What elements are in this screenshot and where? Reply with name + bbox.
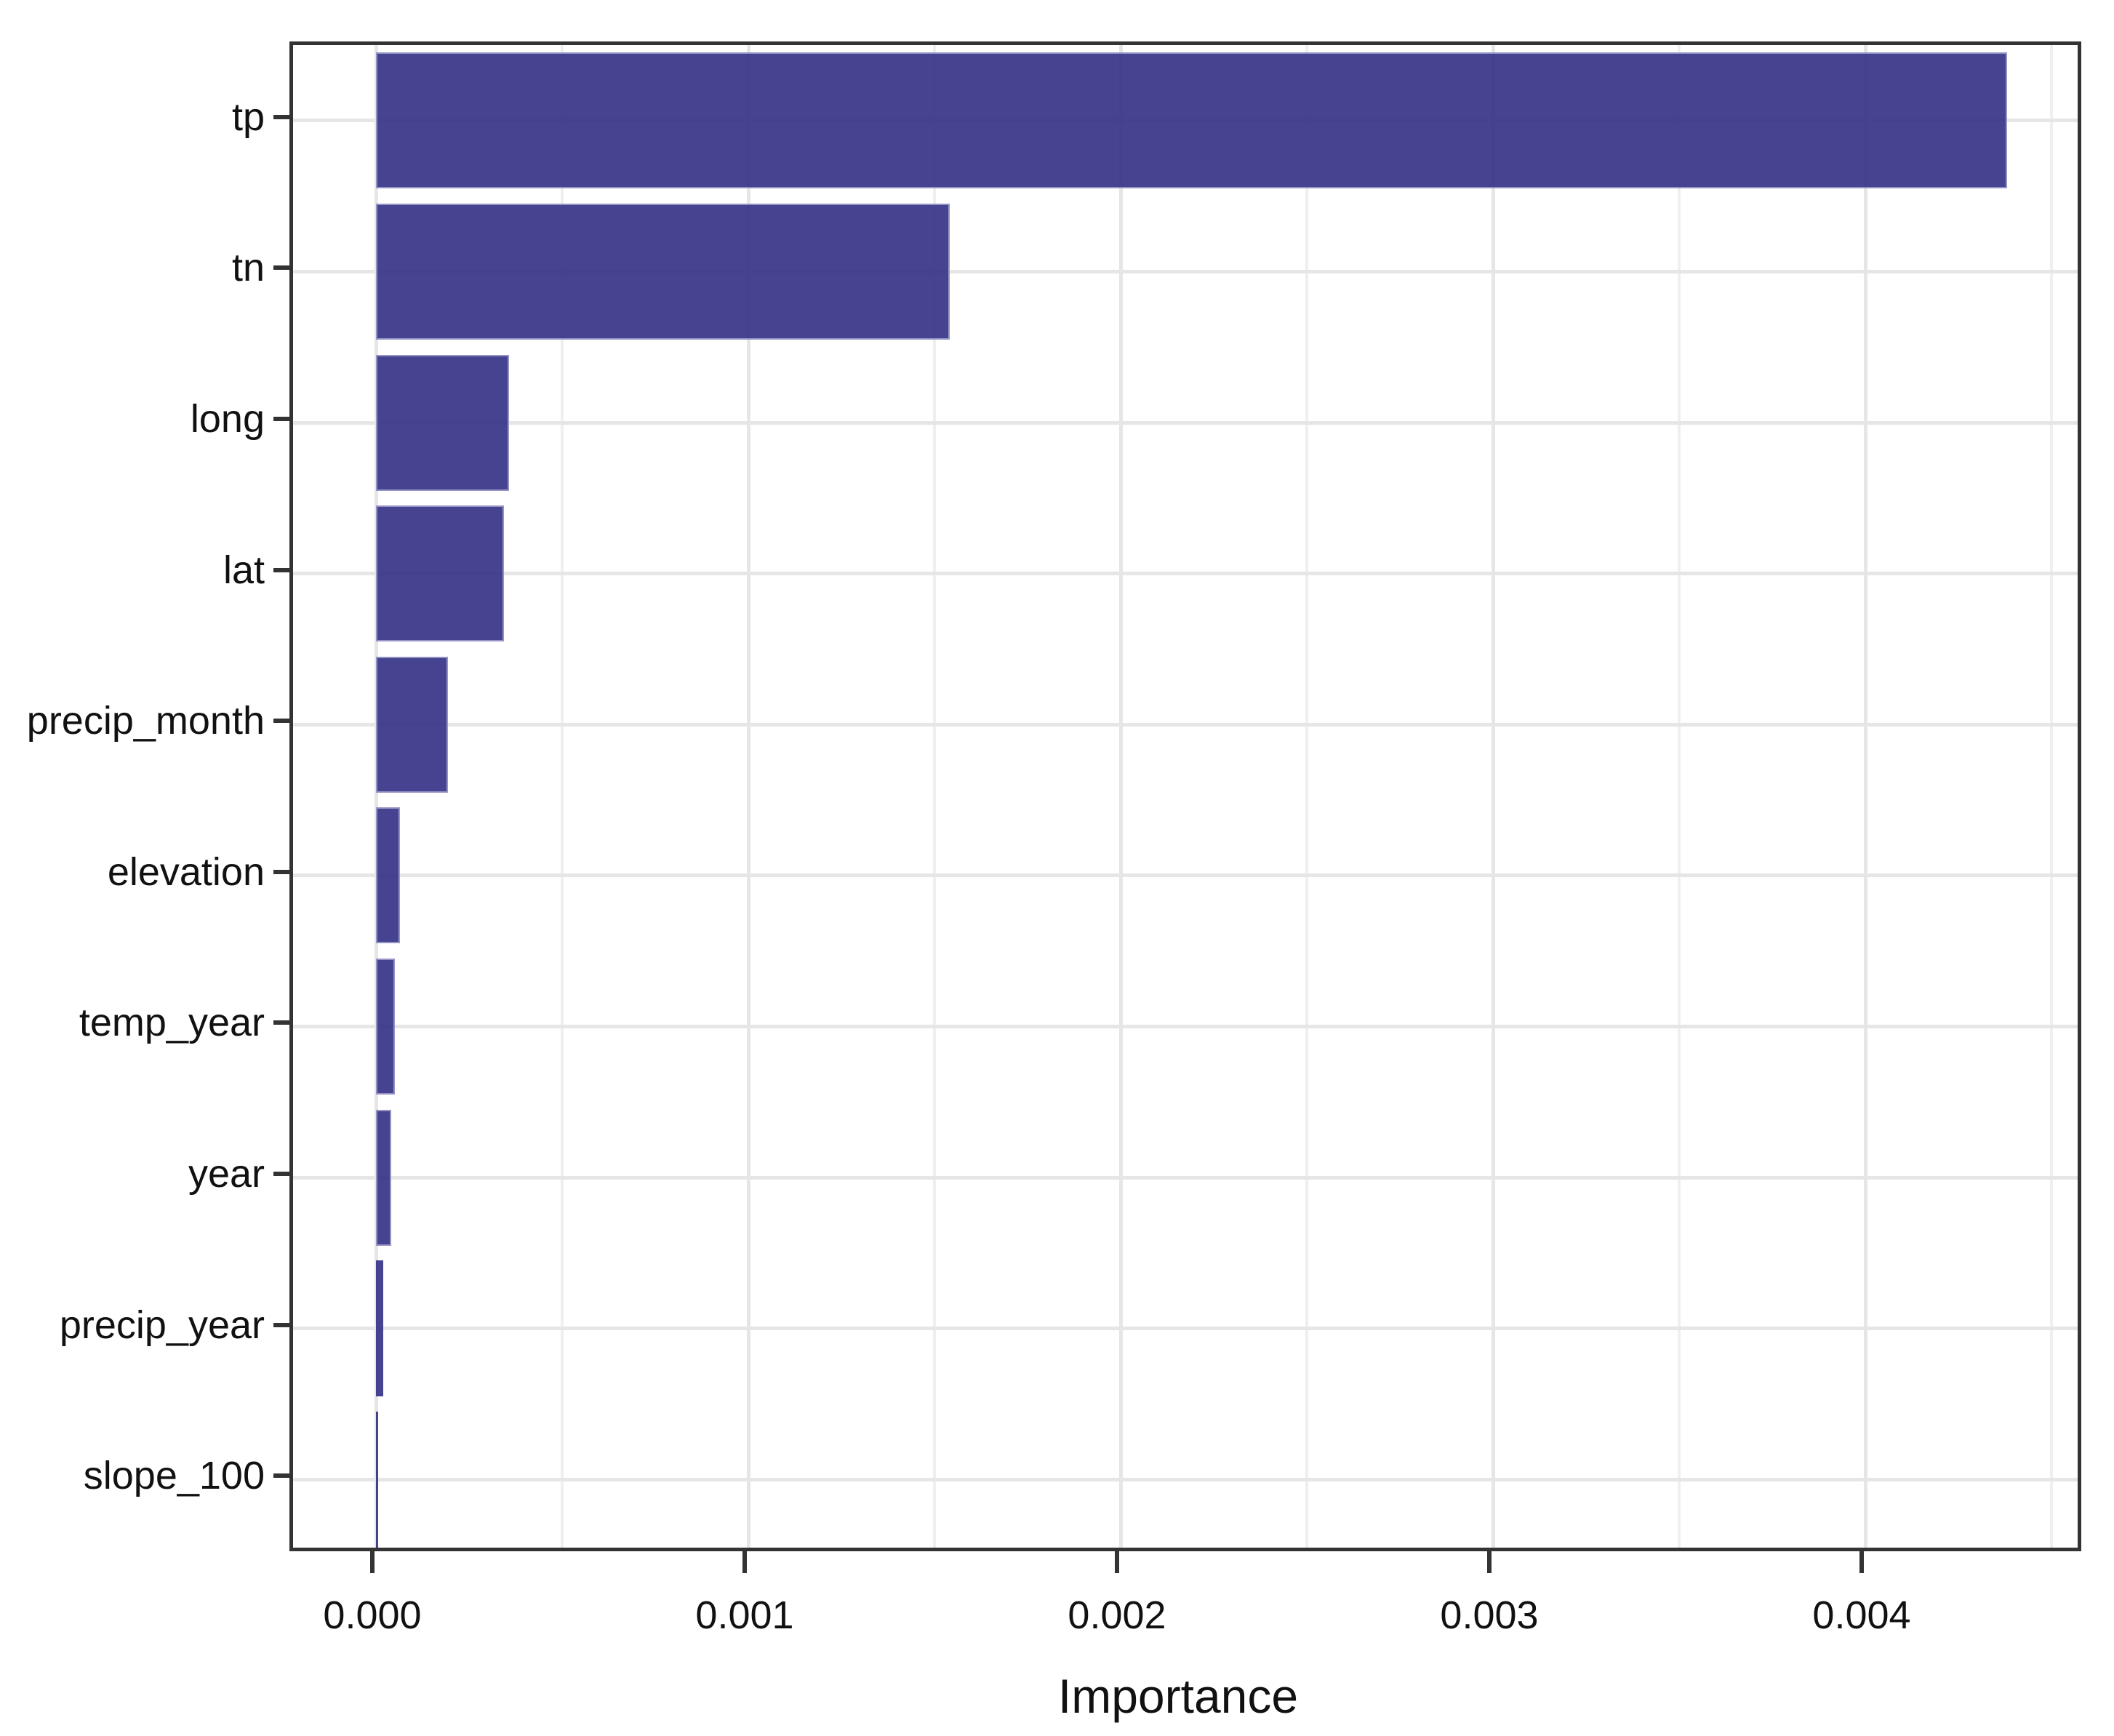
y-tick-mark bbox=[273, 869, 289, 874]
bar-precip_year bbox=[376, 1260, 384, 1397]
gridline-x-major bbox=[746, 45, 750, 1548]
gridline-y-major bbox=[293, 873, 2078, 878]
y-tick-mark bbox=[273, 1473, 289, 1479]
x-tick-mark bbox=[1115, 1551, 1119, 1573]
x-tick-mark bbox=[1487, 1551, 1492, 1573]
gridline-x-minor bbox=[1678, 45, 1681, 1548]
gridline-x-major bbox=[374, 45, 378, 1548]
y-axis-label-temp_year: temp_year bbox=[79, 1001, 265, 1045]
x-tick-label-0.003: 0.003 bbox=[1440, 1593, 1539, 1637]
y-axis-label-lat: lat bbox=[223, 548, 265, 592]
gridline-x-minor bbox=[1305, 45, 1308, 1548]
y-axis-label-elevation: elevation bbox=[107, 849, 265, 894]
bar-year bbox=[376, 1109, 391, 1246]
y-axis-label-precip_month: precip_month bbox=[26, 699, 265, 743]
bar-temp_year bbox=[376, 958, 396, 1095]
y-axis-label-year: year bbox=[188, 1152, 265, 1196]
gridline-x-major bbox=[1118, 45, 1123, 1548]
gridline-y-major bbox=[293, 269, 2078, 273]
gridline-y-major bbox=[293, 722, 2078, 727]
bar-slope_100 bbox=[376, 1411, 379, 1548]
x-tick-mark bbox=[742, 1551, 747, 1573]
x-tick-label-0.001: 0.001 bbox=[695, 1593, 794, 1637]
x-tick-label-0.000: 0.000 bbox=[323, 1593, 422, 1637]
gridline-y-major bbox=[293, 1327, 2078, 1331]
y-axis-label-precip_year: precip_year bbox=[59, 1303, 265, 1347]
bar-elevation bbox=[376, 807, 401, 944]
bar-long bbox=[376, 354, 509, 491]
x-tick-label-0.002: 0.002 bbox=[1068, 1593, 1166, 1637]
y-tick-mark bbox=[273, 1020, 289, 1025]
gridline-x-minor bbox=[2050, 45, 2053, 1548]
y-axis-label-long: long bbox=[190, 397, 265, 441]
x-tick-mark bbox=[1859, 1551, 1864, 1573]
y-axis-label-tn: tn bbox=[231, 246, 265, 290]
y-tick-mark bbox=[273, 719, 289, 724]
gridline-y-major bbox=[293, 572, 2078, 576]
gridline-y-major bbox=[293, 1175, 2078, 1180]
plot-panel bbox=[289, 41, 2081, 1551]
bar-precip_month bbox=[376, 656, 448, 793]
gridline-y-major bbox=[293, 1024, 2078, 1028]
y-axis-label-tp: tp bbox=[231, 95, 265, 139]
y-tick-mark bbox=[273, 114, 289, 119]
gridline-x-minor bbox=[561, 45, 564, 1548]
y-tick-mark bbox=[273, 265, 289, 271]
bar-lat bbox=[376, 505, 505, 642]
x-tick-mark bbox=[370, 1551, 375, 1573]
y-axis-label-slope_100: slope_100 bbox=[83, 1454, 265, 1498]
y-tick-mark bbox=[273, 417, 289, 421]
gridline-y-major bbox=[293, 420, 2078, 425]
gridline-y-major bbox=[293, 1477, 2078, 1481]
x-axis-title: Importance bbox=[1057, 1669, 1299, 1723]
bar-tp bbox=[376, 52, 2007, 189]
y-tick-mark bbox=[273, 567, 289, 572]
bar-tn bbox=[376, 203, 950, 340]
y-tick-mark bbox=[273, 1322, 289, 1327]
gridline-x-minor bbox=[933, 45, 936, 1548]
gridline-x-major bbox=[1491, 45, 1495, 1548]
y-tick-mark bbox=[273, 1172, 289, 1176]
x-tick-label-0.004: 0.004 bbox=[1812, 1593, 1911, 1637]
gridline-x-major bbox=[1863, 45, 1867, 1548]
